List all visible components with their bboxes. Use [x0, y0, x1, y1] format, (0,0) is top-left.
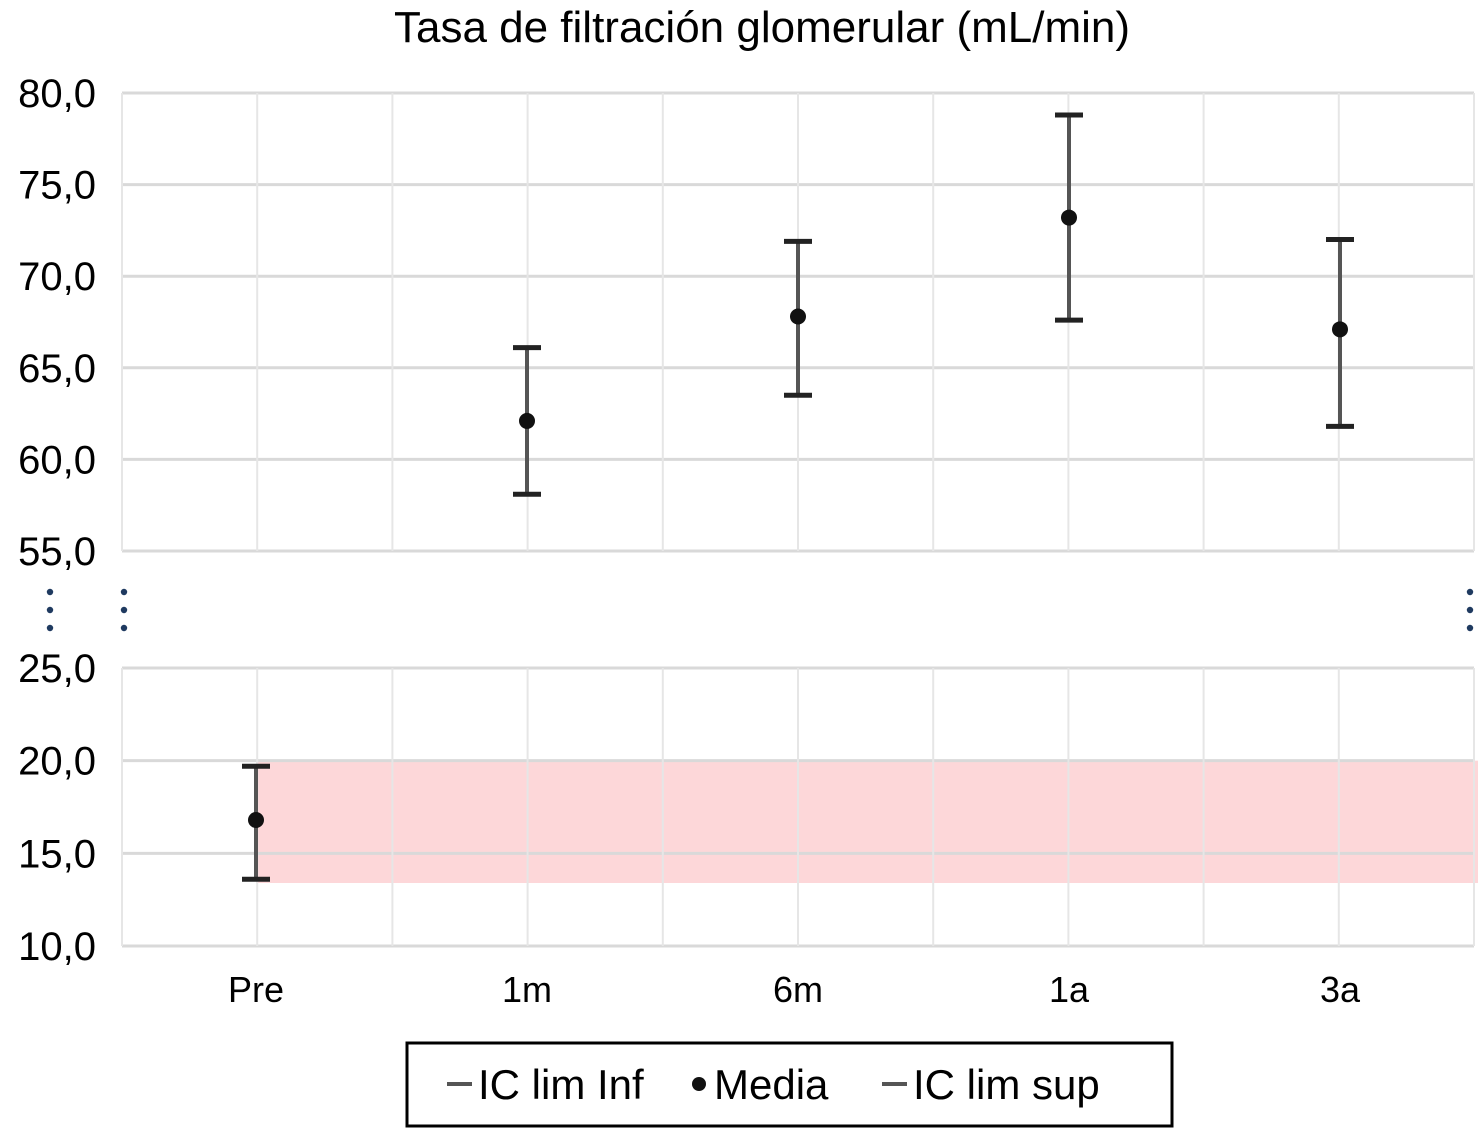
axis-break-dot — [120, 588, 128, 596]
legend-box — [405, 1041, 1174, 1128]
y-tick-label: 25,0 — [18, 647, 96, 691]
y-tick-label: 15,0 — [18, 832, 96, 876]
media-point — [790, 308, 806, 325]
axis-break-dot — [120, 624, 128, 632]
y-tick-label: 10,0 — [18, 925, 96, 969]
legend-media-label: Media — [714, 1061, 829, 1108]
legend-ic-lim-sup-label: IC lim sup — [913, 1061, 1100, 1108]
y-tick-label: 75,0 — [18, 164, 96, 208]
y-tick-labels: 80,0 75,0 70,0 65,0 60,0 55,0 25,0 20,0 15,0 10,0 — [18, 72, 96, 969]
axis-break-markers — [46, 588, 1474, 632]
x-tick-label: 1a — [1049, 969, 1090, 1010]
y-tick-label: 60,0 — [18, 438, 96, 482]
chart-title: Tasa de filtración glomerular (mL/min) — [394, 3, 1130, 52]
y-tick-label: 65,0 — [18, 347, 96, 391]
axis-break-dot — [1466, 606, 1474, 614]
x-tick-label: 6m — [773, 969, 823, 1010]
mean-markers — [248, 209, 1348, 828]
legend-media-swatch — [692, 1077, 706, 1091]
media-point — [248, 811, 264, 828]
axis-break-dot — [1466, 624, 1474, 632]
axis-break-dot — [120, 606, 128, 614]
axis-break-dot — [46, 588, 54, 596]
x-tick-label: 3a — [1320, 969, 1361, 1010]
media-point — [1332, 321, 1348, 338]
media-point — [1061, 209, 1077, 226]
x-tick-label: 1m — [502, 969, 552, 1010]
axis-break-dot — [1466, 588, 1474, 596]
x-tick-label: Pre — [228, 969, 284, 1010]
y-tick-label: 70,0 — [18, 255, 96, 299]
media-point — [519, 412, 535, 429]
reference-band — [256, 760, 1478, 883]
legend: IC lim Inf Media IC lim sup — [405, 1041, 1174, 1128]
axis-break-dot — [46, 624, 54, 632]
y-tick-label: 55,0 — [18, 530, 96, 574]
x-tick-labels: Pre 1m 6m 1a 3a — [228, 969, 1361, 1010]
y-tick-label: 20,0 — [18, 740, 96, 784]
y-tick-label: 80,0 — [18, 72, 96, 116]
legend-ic-lim-inf-label: IC lim Inf — [478, 1061, 644, 1108]
reference-band-layer — [256, 760, 1478, 883]
axis-break-dot — [46, 606, 54, 614]
